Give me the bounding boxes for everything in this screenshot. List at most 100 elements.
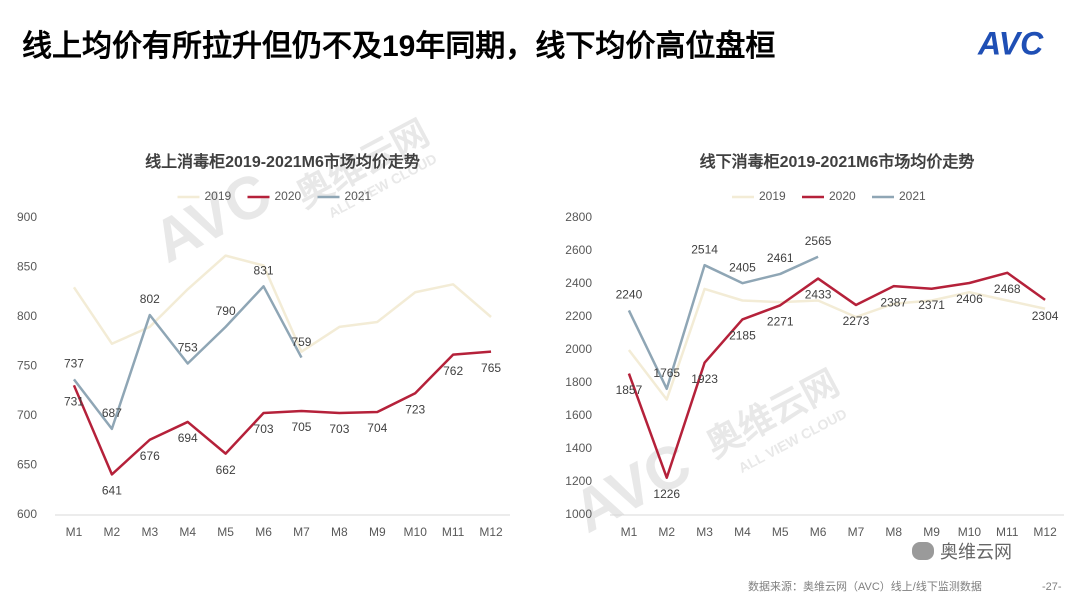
x-tick-label: M3 bbox=[141, 525, 158, 539]
data-label: 704 bbox=[367, 421, 387, 435]
data-label: 737 bbox=[64, 357, 84, 371]
data-label: 765 bbox=[481, 361, 501, 375]
chart-title: 线下消毒柜2019-2021M6市场均价走势 bbox=[700, 152, 975, 171]
data-label: 2371 bbox=[918, 298, 945, 312]
x-tick-label: M8 bbox=[885, 525, 902, 539]
series-line bbox=[627, 255, 819, 391]
data-label: 641 bbox=[102, 484, 122, 498]
y-tick-label: 900 bbox=[17, 210, 37, 224]
x-tick-label: M2 bbox=[658, 525, 675, 539]
x-tick-label: M12 bbox=[479, 525, 503, 539]
chart-title: 线上消毒柜2019-2021M6市场均价走势 bbox=[145, 152, 420, 171]
data-label: 759 bbox=[291, 335, 311, 349]
logo: AVC bbox=[977, 25, 1044, 61]
data-label: 694 bbox=[178, 431, 198, 445]
x-tick-label: M3 bbox=[696, 525, 713, 539]
x-tick-label: M10 bbox=[958, 525, 982, 539]
data-label: 753 bbox=[178, 341, 198, 355]
data-label: 676 bbox=[140, 449, 160, 463]
x-tick-label: M11 bbox=[442, 525, 465, 539]
data-label: 731 bbox=[64, 394, 84, 408]
y-tick-label: 1800 bbox=[565, 375, 592, 389]
data-label: 2433 bbox=[805, 288, 832, 302]
data-label: 705 bbox=[291, 420, 311, 434]
data-label: 703 bbox=[329, 422, 349, 436]
y-tick-label: 650 bbox=[17, 458, 37, 472]
data-label: 802 bbox=[140, 292, 160, 306]
x-tick-label: M12 bbox=[1033, 525, 1057, 539]
x-tick-label: M1 bbox=[621, 525, 638, 539]
y-tick-label: 2200 bbox=[565, 309, 592, 323]
data-label: 723 bbox=[405, 402, 425, 416]
data-label: 831 bbox=[254, 263, 274, 277]
x-tick-label: M1 bbox=[66, 525, 83, 539]
data-label: 2240 bbox=[616, 288, 643, 302]
series-line bbox=[627, 271, 1046, 479]
data-label: 2461 bbox=[767, 251, 794, 265]
legend-label: 2020 bbox=[275, 189, 302, 203]
y-tick-label: 1600 bbox=[565, 408, 592, 422]
legend-label: 2020 bbox=[829, 189, 856, 203]
data-label: 2406 bbox=[956, 292, 983, 306]
data-label: 1765 bbox=[653, 366, 680, 380]
y-tick-label: 750 bbox=[17, 359, 37, 373]
x-tick-label: M2 bbox=[104, 525, 121, 539]
watermark-logo: AVC bbox=[142, 159, 281, 276]
data-label: 2514 bbox=[691, 242, 718, 256]
y-tick-label: 1400 bbox=[565, 441, 592, 455]
x-tick-label: M6 bbox=[810, 525, 827, 539]
x-tick-label: M4 bbox=[734, 525, 751, 539]
data-label: 662 bbox=[216, 463, 236, 477]
legend-label: 2019 bbox=[759, 189, 786, 203]
x-tick-label: M5 bbox=[772, 525, 789, 539]
y-tick-label: 2600 bbox=[565, 243, 592, 257]
series-line bbox=[72, 254, 492, 353]
series-line bbox=[72, 285, 303, 431]
data-label: 703 bbox=[254, 422, 274, 436]
x-tick-label: M10 bbox=[404, 525, 428, 539]
data-label: 2565 bbox=[805, 234, 832, 248]
x-tick-label: M8 bbox=[331, 525, 348, 539]
y-tick-label: 2400 bbox=[565, 276, 592, 290]
y-tick-label: 600 bbox=[17, 507, 37, 521]
x-tick-label: M5 bbox=[217, 525, 234, 539]
wechat-icon bbox=[912, 542, 934, 560]
data-label: 2387 bbox=[880, 295, 907, 309]
y-tick-label: 850 bbox=[17, 260, 37, 274]
slide-title: 线上均价有所拉升但仍不及19年同期，线下均价高位盘桓 bbox=[22, 29, 775, 63]
source: 数据来源：奥维云网（AVC）线上/线下监测数据 bbox=[748, 579, 982, 593]
legend-label: 2021 bbox=[899, 189, 926, 203]
y-tick-label: 2800 bbox=[565, 210, 592, 224]
data-label: 2271 bbox=[767, 314, 794, 328]
series-line bbox=[627, 287, 1046, 401]
x-tick-label: M11 bbox=[996, 525, 1019, 539]
x-tick-label: M6 bbox=[255, 525, 272, 539]
y-tick-label: 800 bbox=[17, 309, 37, 323]
data-label: 2405 bbox=[729, 260, 756, 274]
data-label: 2304 bbox=[1032, 309, 1059, 323]
data-label: 1923 bbox=[691, 372, 718, 386]
wechat-name: 奥维云网 bbox=[940, 542, 1012, 562]
page-number: -27- bbox=[1042, 581, 1062, 593]
x-tick-label: M9 bbox=[923, 525, 940, 539]
x-tick-label: M7 bbox=[848, 525, 865, 539]
data-label: 687 bbox=[102, 406, 122, 420]
x-tick-label: M4 bbox=[179, 525, 196, 539]
x-tick-label: M7 bbox=[293, 525, 310, 539]
data-label: 2185 bbox=[729, 329, 756, 343]
y-tick-label: 700 bbox=[17, 408, 37, 422]
data-label: 2468 bbox=[994, 282, 1021, 296]
data-label: 790 bbox=[216, 304, 236, 318]
data-label: 1857 bbox=[616, 383, 643, 397]
legend-label: 2021 bbox=[345, 189, 372, 203]
y-tick-label: 2000 bbox=[565, 342, 592, 356]
data-label: 1226 bbox=[653, 487, 680, 501]
data-label: 762 bbox=[443, 364, 463, 378]
data-label: 2273 bbox=[843, 314, 870, 328]
y-tick-label: 1200 bbox=[565, 474, 592, 488]
x-tick-label: M9 bbox=[369, 525, 386, 539]
series-line bbox=[72, 350, 492, 476]
legend-label: 2019 bbox=[205, 189, 232, 203]
